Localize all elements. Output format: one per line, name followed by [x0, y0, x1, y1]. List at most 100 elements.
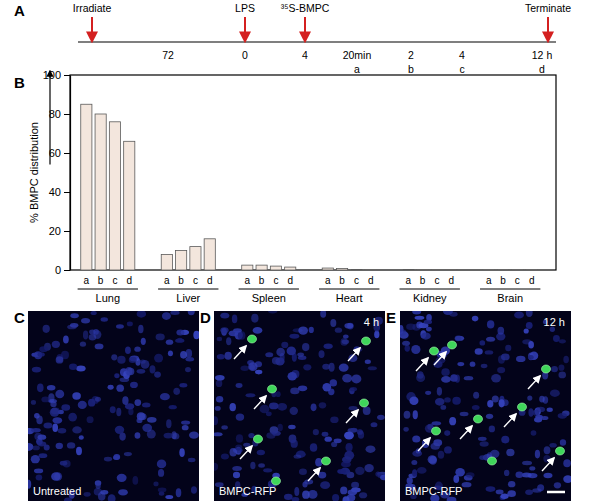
- nucleus: [558, 413, 567, 419]
- nucleus: [311, 404, 317, 412]
- series-label: c: [193, 275, 198, 286]
- nucleus: [31, 428, 41, 432]
- nucleus: [412, 311, 421, 314]
- nucleus: [284, 494, 293, 500]
- nucleus: [403, 427, 408, 432]
- image-panel: CUntreated: [14, 307, 200, 503]
- y-tick-mark: [64, 114, 70, 115]
- series-label: b: [500, 275, 506, 286]
- nucleus: [438, 451, 444, 459]
- nucleus: [514, 311, 524, 318]
- bar: [446, 269, 457, 270]
- bar: [526, 269, 537, 270]
- nucleus: [298, 386, 307, 392]
- nucleus: [504, 470, 509, 476]
- nucleus: [214, 416, 218, 425]
- nucleus: [117, 356, 125, 364]
- nucleus: [43, 423, 52, 429]
- y-tick-label: 0: [55, 264, 61, 276]
- pointer-arrow: [348, 348, 360, 361]
- nucleus: [52, 341, 60, 348]
- panel-letter: B: [14, 74, 25, 91]
- nucleus: [411, 460, 417, 465]
- nucleus: [36, 416, 42, 425]
- rfp-cell: [474, 415, 483, 423]
- nucleus: [138, 325, 143, 334]
- nucleus: [238, 331, 246, 340]
- nucleus: [355, 467, 364, 475]
- y-axis-line: [70, 76, 71, 271]
- image-time: 12 h: [544, 316, 565, 328]
- nucleus: [113, 454, 120, 460]
- series-label: d: [448, 275, 454, 286]
- nucleus: [457, 362, 464, 366]
- nucleus: [166, 419, 171, 428]
- nucleus: [325, 437, 332, 442]
- nucleus: [297, 353, 304, 357]
- nucleus: [129, 357, 137, 363]
- nucleus: [479, 455, 485, 460]
- event-label: Irradiate: [73, 2, 112, 14]
- nucleus: [544, 446, 551, 454]
- group-underline: [480, 289, 540, 290]
- nucleus: [309, 327, 314, 333]
- y-tick-label: 40: [49, 186, 61, 198]
- nucleus: [193, 331, 199, 340]
- nucleus: [346, 443, 353, 452]
- nucleus: [72, 426, 82, 433]
- group-underline: [319, 289, 379, 290]
- nucleus: [470, 362, 476, 367]
- nucleus: [407, 477, 413, 484]
- nucleus: [32, 446, 40, 451]
- bar: [337, 268, 348, 270]
- series-label: a: [405, 275, 411, 286]
- nucleus: [351, 374, 361, 383]
- nucleus: [526, 322, 533, 329]
- nucleus: [480, 441, 489, 446]
- nucleus: [426, 327, 432, 332]
- nucleus: [61, 404, 70, 411]
- nucleus: [132, 476, 138, 485]
- nucleus: [496, 490, 504, 495]
- nucleus: [409, 396, 418, 404]
- y-axis: 020406080100: [43, 69, 71, 276]
- bar: [176, 251, 187, 271]
- series-label: d: [287, 275, 293, 286]
- nucleus: [96, 482, 101, 489]
- nucleus: [36, 474, 43, 480]
- nucleus: [180, 351, 187, 359]
- nucleus: [214, 432, 223, 436]
- pointer-arrow: [234, 346, 246, 359]
- nucleus: [78, 401, 87, 409]
- nucleus: [558, 365, 564, 371]
- nucleus: [337, 469, 346, 474]
- nucleus: [550, 389, 560, 396]
- image-caption: BMPC-RFP: [405, 485, 462, 497]
- nucleus: [34, 469, 43, 474]
- nucleus: [214, 463, 218, 471]
- nucleus: [412, 469, 417, 477]
- nucleus: [366, 446, 376, 453]
- bar: [256, 265, 267, 270]
- nucleus: [492, 395, 499, 402]
- nucleus: [294, 454, 302, 458]
- time-label: 2: [408, 49, 414, 61]
- nucleus: [349, 406, 358, 410]
- nucleus: [412, 436, 420, 443]
- nucleus: [539, 396, 545, 403]
- nucleus: [230, 448, 237, 457]
- bar: [483, 269, 494, 270]
- pointer-arrow: [416, 358, 428, 371]
- nucleus: [156, 334, 165, 341]
- nucleus: [563, 459, 571, 467]
- nucleus: [464, 376, 473, 380]
- nucleus: [80, 342, 86, 347]
- nucleus: [486, 337, 495, 342]
- y-tick-mark: [64, 192, 70, 193]
- bar: [365, 269, 376, 270]
- nucleus: [340, 487, 347, 495]
- nucleus: [342, 340, 350, 345]
- nucleus: [37, 384, 44, 393]
- nucleus: [527, 395, 532, 400]
- bar: [242, 265, 253, 270]
